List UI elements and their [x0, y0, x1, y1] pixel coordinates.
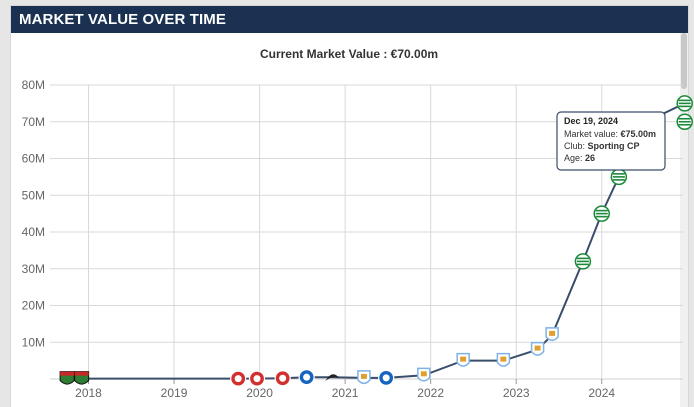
- crest-detail: [74, 371, 89, 376]
- data-point[interactable]: [357, 370, 371, 385]
- x-tick-label: 2018: [75, 386, 102, 400]
- scrollbar[interactable]: [680, 33, 688, 407]
- data-point[interactable]: [593, 205, 610, 222]
- crest-detail: [500, 356, 507, 362]
- y-tick-label: 30M: [22, 262, 45, 276]
- x-tick-label: 2024: [588, 386, 615, 400]
- data-point[interactable]: [274, 370, 291, 387]
- data-point[interactable]: [59, 371, 75, 385]
- tooltip-box: [556, 111, 666, 171]
- y-tick-label: 50M: [22, 188, 45, 202]
- crest-detail: [534, 345, 541, 351]
- market-value-card: MARKET VALUE OVER TIME: [11, 6, 688, 407]
- y-tick-label: 60M: [22, 152, 45, 166]
- data-point[interactable]: [230, 370, 247, 387]
- crest-detail: [382, 374, 390, 382]
- crest-detail: [279, 374, 287, 382]
- data-point[interactable]: [530, 341, 545, 356]
- data-point[interactable]: [417, 367, 431, 382]
- chart-subtitle: Current Market Value : €70.00m: [260, 47, 438, 61]
- y-axis: 10M 20M 30M 40M 50M 60M 70M 80M: [22, 78, 45, 349]
- tooltip-market-value-value: €75.00m: [621, 129, 657, 139]
- y-tick-label: 10M: [22, 335, 45, 349]
- x-axis: 2018 2019 2020 2021 2022 2023 2024: [75, 379, 615, 400]
- data-point[interactable]: [456, 352, 470, 367]
- data-point[interactable]: [378, 369, 395, 386]
- crest-detail: [303, 373, 311, 381]
- tooltip-date: Dec 19, 2024: [564, 116, 618, 126]
- tooltip-club-label: Club:: [564, 141, 588, 151]
- y-tick-label: 20M: [22, 299, 45, 313]
- crest-detail: [234, 375, 242, 383]
- tooltip-market-value-label: Market value:: [564, 129, 621, 139]
- y-tick-label: 80M: [22, 78, 45, 92]
- x-tick-label: 2020: [246, 386, 273, 400]
- tooltip-club-value: Sporting CP: [588, 141, 640, 151]
- data-point[interactable]: [74, 371, 90, 385]
- crest-detail: [549, 330, 556, 336]
- tooltip-market-value: Market value: €75.00m: [564, 129, 656, 139]
- x-tick-label: 2023: [503, 386, 530, 400]
- data-point[interactable]: [496, 352, 511, 367]
- crest-detail: [60, 371, 75, 376]
- crest-detail: [420, 371, 427, 377]
- crest-detail: [360, 373, 367, 379]
- data-point[interactable]: [574, 253, 592, 270]
- tooltip: Dec 19, 2024 Market value: €75.00m Club:…: [556, 111, 666, 171]
- data-point[interactable]: [298, 369, 315, 386]
- y-tick-label: 40M: [22, 225, 45, 239]
- data-point[interactable]: [676, 113, 693, 130]
- data-point[interactable]: [676, 95, 693, 112]
- data-point[interactable]: [545, 327, 559, 342]
- crest-detail: [460, 356, 467, 362]
- tooltip-age: Age: 26: [564, 153, 595, 163]
- crest-detail: [253, 375, 261, 383]
- tooltip-age-label: Age:: [564, 153, 585, 163]
- data-point[interactable]: [248, 370, 266, 387]
- swan-crest-icon: [325, 374, 340, 382]
- data-point[interactable]: [610, 168, 628, 186]
- x-tick-label: 2022: [417, 386, 444, 400]
- scrollbar-thumb[interactable]: [681, 33, 687, 89]
- card-title: MARKET VALUE OVER TIME: [11, 6, 688, 33]
- x-tick-label: 2019: [161, 386, 188, 400]
- data-point[interactable]: [325, 374, 340, 382]
- tooltip-club: Club: Sporting CP: [564, 141, 640, 151]
- y-tick-label: 70M: [22, 115, 45, 129]
- x-tick-label: 2021: [332, 386, 359, 400]
- tooltip-age-value: 26: [585, 153, 595, 163]
